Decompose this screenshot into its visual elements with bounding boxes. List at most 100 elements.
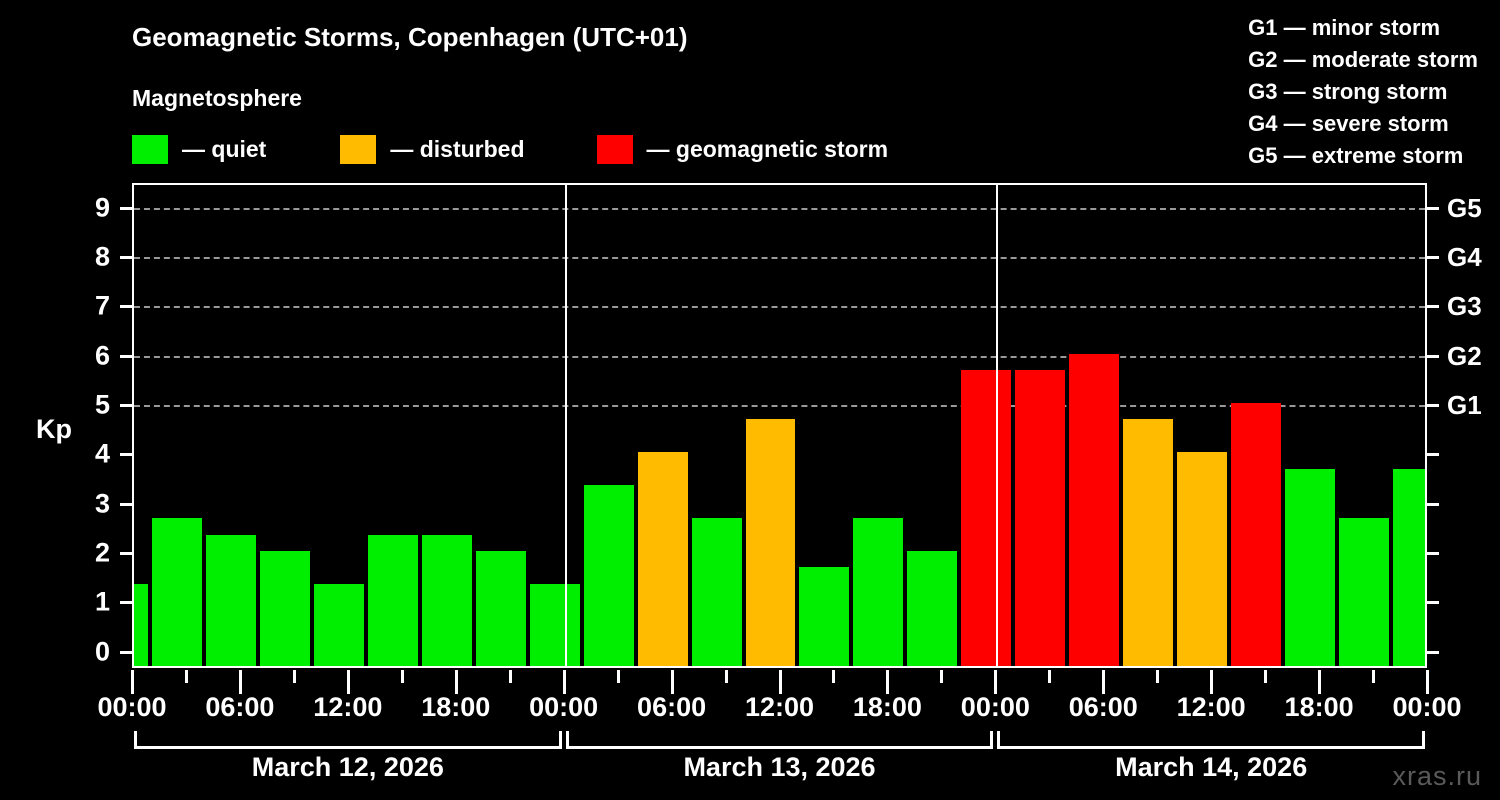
color-legend: — quiet — disturbed — geomagnetic storm	[132, 133, 888, 165]
x-tick-label-9: 06:00	[1068, 692, 1138, 722]
x-tick-39h	[832, 670, 836, 683]
bar-19[interactable]	[1123, 419, 1174, 666]
bar-0[interactable]	[134, 584, 148, 666]
y-tick-mark-right-5	[1427, 404, 1439, 408]
day-bracket-2	[565, 731, 994, 749]
g-scale-line-1: G1 — minor storm	[1248, 15, 1441, 40]
gridline-kp-6	[134, 355, 1425, 358]
y-tick-mark-right-6	[1427, 354, 1439, 358]
x-tick-9h	[292, 670, 296, 683]
x-tick-3h	[184, 670, 188, 683]
x-tick-label-0: 00:00	[97, 692, 167, 722]
y-tick-label-8: 8	[94, 241, 110, 272]
g-tick-label-G5: G5	[1447, 192, 1482, 223]
quiet-swatch-icon	[132, 134, 168, 164]
legend-item-geomagnetic-storm[interactable]: — geomagnetic storm	[596, 133, 889, 165]
y-tick-mark-9	[120, 206, 132, 210]
legend-item-disturbed[interactable]: — disturbed	[340, 133, 525, 165]
g-scale-legend: G1 — minor storm G2 — moderate storm G3 — …	[1248, 12, 1478, 172]
bar-15[interactable]	[907, 551, 958, 666]
g-scale-line-4: G4 — severe storm	[1248, 111, 1449, 136]
bar-5[interactable]	[367, 534, 418, 666]
legend-item-quiet[interactable]: — quiet	[132, 133, 266, 165]
bar-16[interactable]	[961, 369, 1012, 666]
bar-11[interactable]	[691, 517, 742, 666]
bar-23[interactable]	[1339, 517, 1390, 666]
y-tick-mark-7	[120, 305, 132, 309]
y-tick-label-0: 0	[94, 636, 110, 667]
x-tick-21h	[508, 670, 512, 683]
day-separator-24h	[564, 185, 567, 666]
x-tick-6h	[238, 670, 242, 694]
x-tick-45h	[940, 670, 944, 683]
gridline-kp-7	[134, 306, 1425, 309]
bar-7[interactable]	[475, 551, 526, 666]
y-tick-label-3: 3	[94, 488, 110, 519]
x-tick-label-5: 06:00	[637, 692, 707, 722]
bar-24[interactable]	[1393, 468, 1425, 666]
x-tick-36h	[778, 670, 782, 694]
x-tick-label-2: 12:00	[313, 692, 383, 722]
bar-1[interactable]	[151, 517, 202, 666]
y-tick-mark-3	[120, 502, 132, 506]
bar-12[interactable]	[745, 419, 796, 666]
bar-13[interactable]	[799, 567, 850, 666]
x-tick-12h	[346, 670, 350, 694]
x-tick-72h	[1426, 670, 1429, 694]
g-scale-line-2: G2 — moderate storm	[1248, 47, 1478, 72]
x-tick-0h	[131, 670, 134, 694]
y-tick-mark-right-3	[1427, 502, 1439, 506]
x-tick-66h	[1318, 670, 1322, 694]
x-tick-30h	[670, 670, 674, 694]
y-tick-mark-right-8	[1427, 256, 1439, 259]
day-label-1: March 12, 2026	[251, 752, 444, 782]
x-tick-18h	[454, 670, 458, 694]
watermark: xras.ru	[1392, 761, 1482, 791]
bar-6[interactable]	[421, 534, 472, 666]
y-tick-mark-4	[120, 453, 132, 457]
bar-14[interactable]	[853, 517, 904, 666]
y-tick-mark-5	[120, 404, 132, 408]
bar-21[interactable]	[1231, 403, 1282, 666]
x-tick-label-3: 18:00	[421, 692, 491, 722]
legend-label: — geomagnetic storm	[646, 135, 889, 162]
bar-20[interactable]	[1177, 452, 1228, 666]
x-tick-label-11: 18:00	[1284, 692, 1354, 722]
bar-17[interactable]	[1015, 369, 1066, 666]
g-tick-label-G4: G4	[1447, 242, 1482, 272]
x-tick-51h	[1048, 670, 1052, 683]
bar-22[interactable]	[1285, 468, 1336, 666]
y-tick-label-7: 7	[94, 290, 110, 321]
y-tick-label-9: 9	[94, 192, 110, 223]
gridline-kp-8	[134, 257, 1425, 259]
bar-10[interactable]	[637, 452, 688, 666]
y-tick-mark-1	[120, 601, 132, 605]
x-tick-69h	[1372, 670, 1376, 683]
disturbed-swatch-icon	[340, 134, 377, 164]
bar-18[interactable]	[1069, 353, 1120, 666]
x-tick-27h	[616, 670, 620, 683]
x-tick-60h	[1210, 670, 1214, 694]
bar-4[interactable]	[313, 584, 364, 666]
bar-9[interactable]	[583, 485, 634, 666]
chart-subtitle: Magnetosphere	[132, 85, 302, 111]
y-tick-mark-right-2	[1427, 552, 1439, 556]
bar-2[interactable]	[205, 534, 256, 666]
y-tick-mark-right-1	[1427, 601, 1439, 605]
y-tick-label-6: 6	[94, 340, 110, 371]
x-tick-63h	[1264, 670, 1268, 683]
x-tick-42h	[886, 670, 890, 694]
g-tick-label-G1: G1	[1447, 390, 1482, 421]
y-tick-label-4: 4	[94, 438, 110, 469]
page-title: Geomagnetic Storms, Copenhagen (UTC+01)	[132, 22, 688, 52]
x-tick-label-12: 00:00	[1392, 692, 1462, 722]
g-scale-line-3: G3 — strong storm	[1248, 79, 1448, 104]
bar-8[interactable]	[529, 584, 580, 666]
y-tick-mark-6	[120, 354, 132, 358]
day-label-2: March 13, 2026	[683, 752, 876, 782]
legend-label: — quiet	[182, 135, 267, 162]
y-tick-label-5: 5	[94, 389, 110, 420]
bar-3[interactable]	[259, 551, 310, 666]
y-tick-mark-0	[120, 650, 132, 654]
y-tick-mark-right-9	[1427, 206, 1439, 210]
